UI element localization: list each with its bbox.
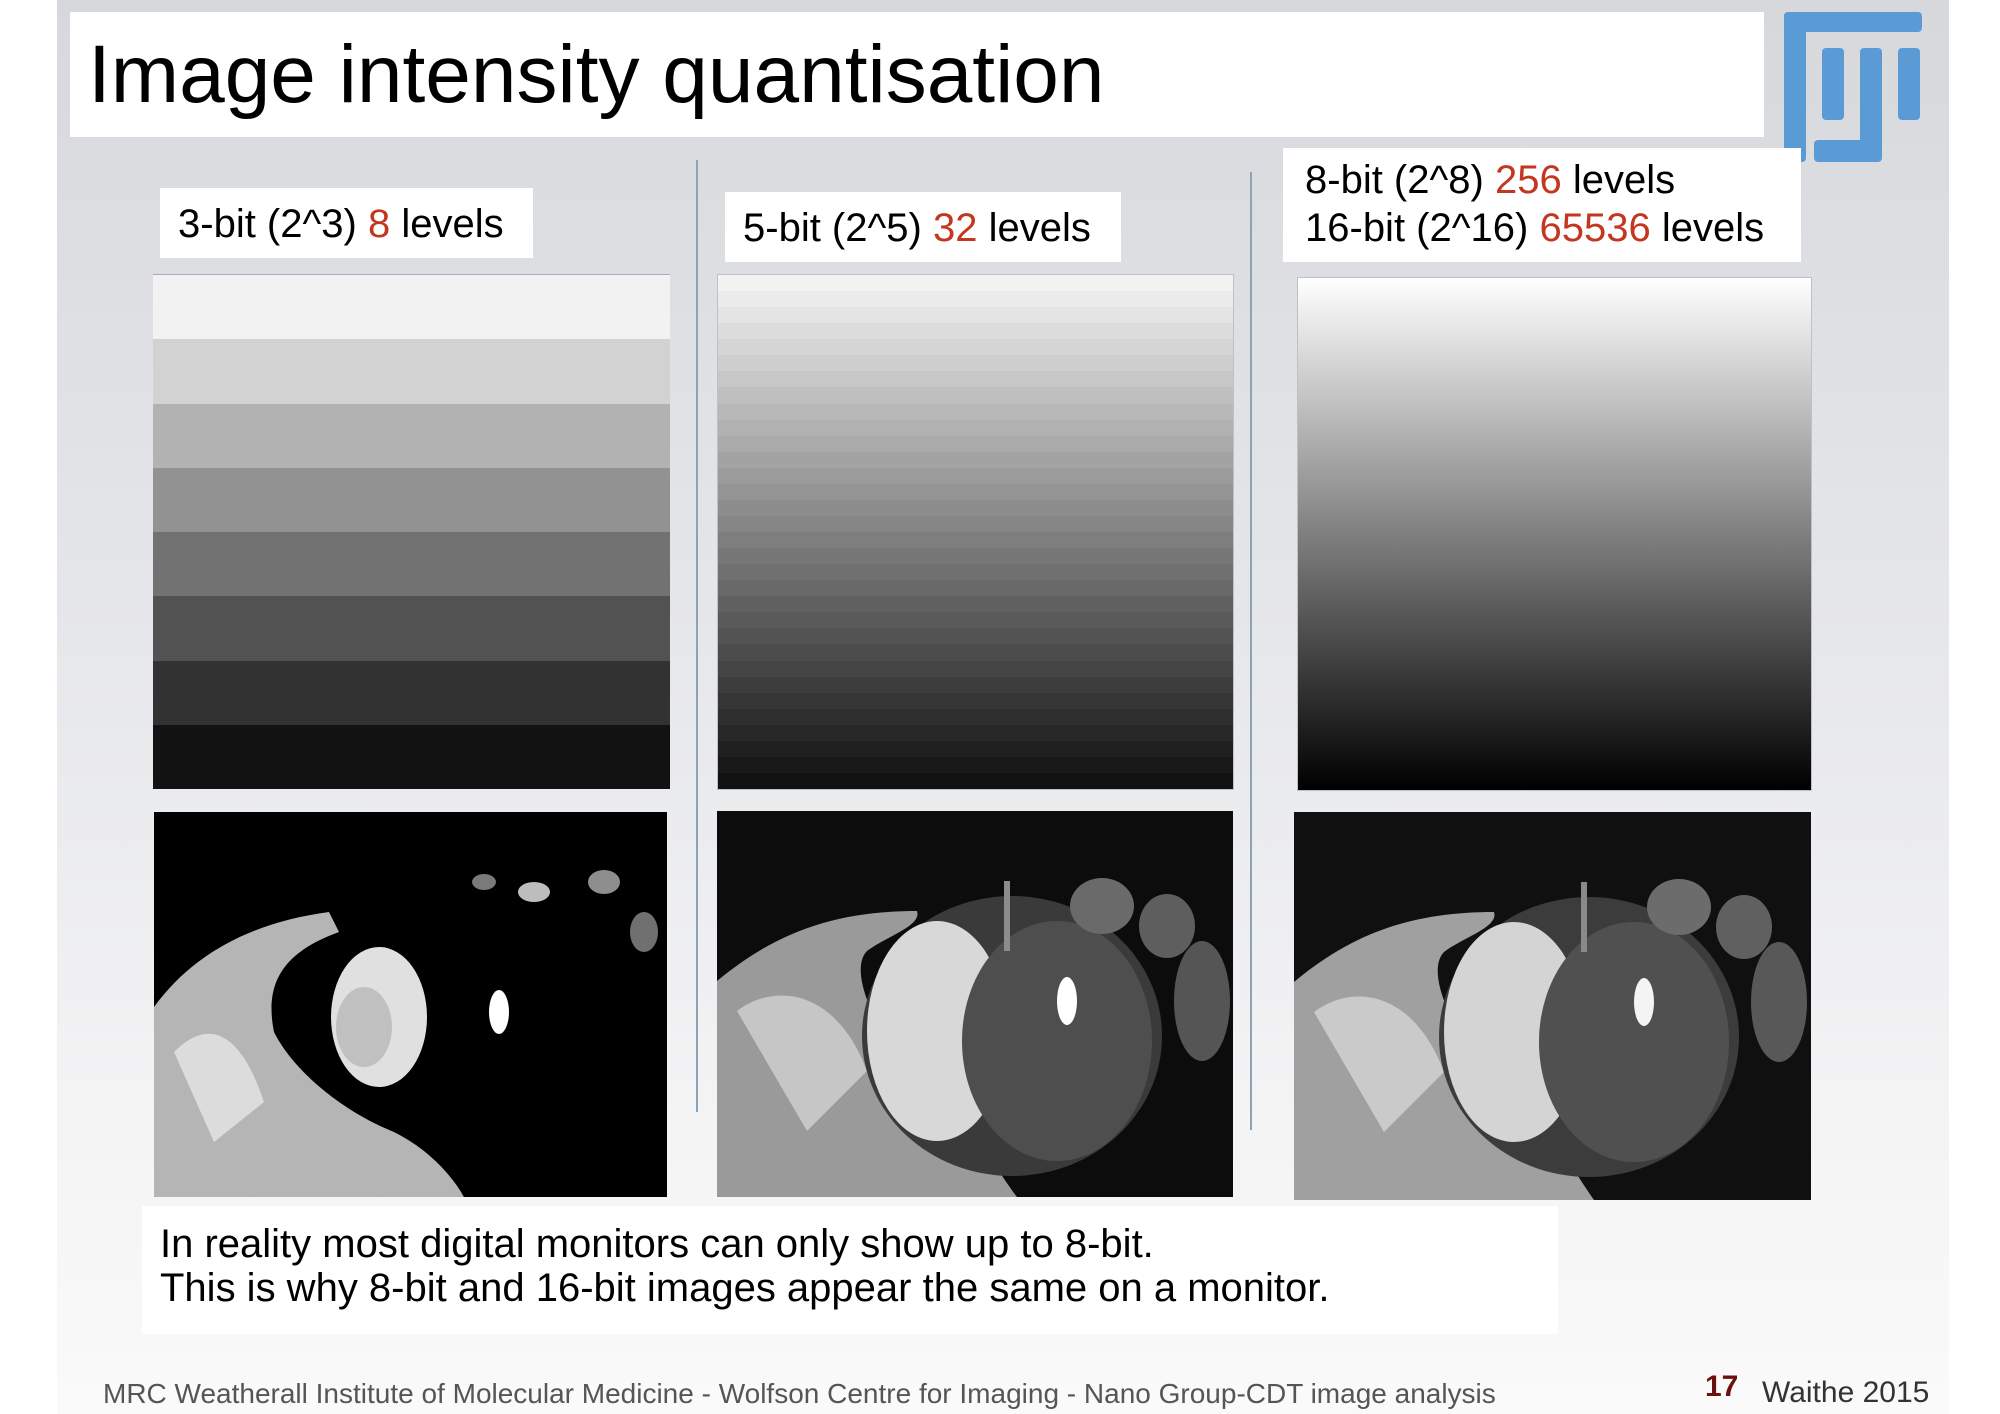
intensity-band (718, 548, 1233, 565)
intensity-band (153, 724, 670, 789)
column-divider (1250, 172, 1252, 1130)
intensity-band (718, 355, 1233, 372)
slide-title: Image intensity quantisation (88, 29, 1105, 120)
intensity-band (718, 628, 1233, 645)
levels-word: levels (1572, 158, 1676, 202)
intensity-band (153, 660, 670, 725)
note-line-1: In reality most digital monitors can onl… (160, 1222, 1154, 1266)
intensity-band (718, 451, 1233, 468)
intensity-band (153, 532, 670, 597)
apple-image-3bit (154, 812, 667, 1197)
note-box: In reality most digital monitors can onl… (142, 1206, 1558, 1334)
intensity-band (718, 596, 1233, 613)
label-line-16bit: 16-bit (2^16) 65536 levels (1305, 204, 1801, 252)
intensity-band (718, 772, 1233, 789)
intensity-band (718, 564, 1233, 581)
intensity-band (718, 435, 1233, 452)
intensity-band (718, 387, 1233, 404)
levels-word: levels (401, 202, 504, 246)
intensity-band (718, 532, 1233, 549)
level-count: 256 (1494, 158, 1562, 202)
intensity-band (718, 403, 1233, 420)
intensity-band (718, 756, 1233, 773)
intensity-band (718, 740, 1233, 757)
intensity-band (153, 339, 670, 404)
level-count: 32 (932, 206, 978, 250)
level-count: 8 (367, 202, 391, 246)
intensity-band (718, 419, 1233, 436)
intensity-band (718, 307, 1233, 324)
gradient-8bit (1297, 277, 1812, 791)
column-divider (696, 160, 698, 1112)
intensity-band (153, 403, 670, 468)
intensity-band (718, 515, 1233, 532)
intensity-band (718, 660, 1233, 677)
intensity-band (153, 275, 670, 340)
intensity-band (718, 371, 1233, 388)
level-count: 65536 (1539, 206, 1651, 250)
panel-label-8-16bit: 8-bit (2^8) 256 levels 16-bit (2^16) 655… (1283, 148, 1801, 262)
levels-word: levels (1661, 206, 1765, 250)
intensity-band (718, 708, 1233, 725)
intensity-band (718, 483, 1233, 500)
intensity-band (153, 596, 670, 661)
intensity-band (718, 291, 1233, 308)
fiji-logo (1774, 4, 1954, 174)
bit-depth-text: 8-bit (2^8) (1305, 158, 1484, 202)
bit-depth-text: 3-bit (2^3) (178, 202, 357, 246)
intensity-band (718, 612, 1233, 629)
intensity-band (718, 499, 1233, 516)
panel-label-5bit: 5-bit (2^5) 32 levels (725, 192, 1121, 262)
gradient-5bit (717, 274, 1234, 790)
footer-author-year: Waithe 2015 (1762, 1376, 1930, 1409)
page-number: 17 (1705, 1370, 1739, 1403)
bit-depth-text: 16-bit (2^16) (1305, 206, 1529, 250)
intensity-band (718, 692, 1233, 709)
intensity-band (718, 323, 1233, 340)
title-box (70, 12, 1764, 137)
intensity-band (718, 467, 1233, 484)
intensity-band (718, 676, 1233, 693)
intensity-band (718, 339, 1233, 356)
bit-depth-text: 5-bit (2^5) (743, 206, 922, 250)
apple-image-8bit (1294, 812, 1811, 1200)
panel-label-3bit: 3-bit (2^3) 8 levels (160, 188, 533, 258)
footer-institution: MRC Weatherall Institute of Molecular Me… (103, 1378, 1496, 1409)
intensity-band (718, 644, 1233, 661)
note-line-2: This is why 8-bit and 16-bit images appe… (160, 1266, 1330, 1310)
levels-word: levels (988, 206, 1091, 250)
intensity-band (718, 724, 1233, 741)
intensity-band (718, 275, 1233, 292)
gradient-3bit (153, 274, 670, 789)
apple-image-5bit (717, 811, 1233, 1197)
intensity-band (153, 467, 670, 532)
intensity-band (718, 580, 1233, 597)
label-line-8bit: 8-bit (2^8) 256 levels (1305, 156, 1801, 204)
